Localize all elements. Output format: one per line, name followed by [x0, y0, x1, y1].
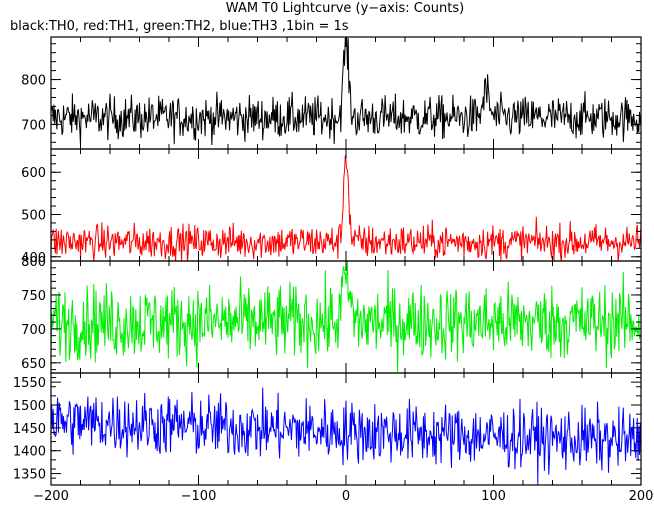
series-line-th0: [50, 36, 642, 146]
chart-title: WAM T0 Lightcurve (y−axis: Counts): [226, 1, 464, 16]
panel-th2: 650 700 750 800: [21, 255, 642, 374]
x-tick-label: 200: [629, 489, 654, 504]
y-tick-label: 750: [21, 289, 46, 304]
y-tick-label: 700: [21, 323, 46, 338]
y-tick-label: 1400: [13, 445, 46, 460]
y-tick-label: 1500: [13, 399, 46, 414]
panel-th0: 700 800: [21, 36, 642, 150]
y-tick-label: 650: [21, 357, 46, 372]
x-tick-label: −100: [181, 489, 217, 504]
y-tick-label: 500: [21, 209, 46, 224]
x-tick-label: 100: [481, 489, 506, 504]
panel-th1: 400 500 600: [21, 148, 642, 266]
y-tick-label: 600: [21, 166, 46, 181]
x-tick-label: 0: [342, 489, 350, 504]
series-line-th2: [50, 260, 642, 373]
panel-frame: [50, 36, 642, 150]
series-line-th3: [50, 387, 642, 485]
x-axis: −200 −100 0 100 200: [33, 489, 653, 504]
y-tick-label: 1550: [13, 376, 46, 391]
y-tick-label: 700: [21, 118, 46, 133]
y-tick-label: 800: [21, 74, 46, 89]
panels-group: 7008004005006006507007508001350140014501…: [13, 36, 642, 486]
y-tick-label: 1350: [13, 468, 46, 483]
panel-th3: 1350 1400 1450 1500 1550: [13, 372, 642, 486]
y-tick-label: 400: [21, 251, 46, 266]
chart-subtitle: black:TH0, red:TH1, green:TH2, blue:TH3 …: [10, 19, 349, 34]
x-tick-label: −200: [33, 489, 69, 504]
series-line-th1: [50, 155, 642, 262]
y-tick-label: 800: [21, 255, 46, 270]
y-tick-label: 1450: [13, 422, 46, 437]
